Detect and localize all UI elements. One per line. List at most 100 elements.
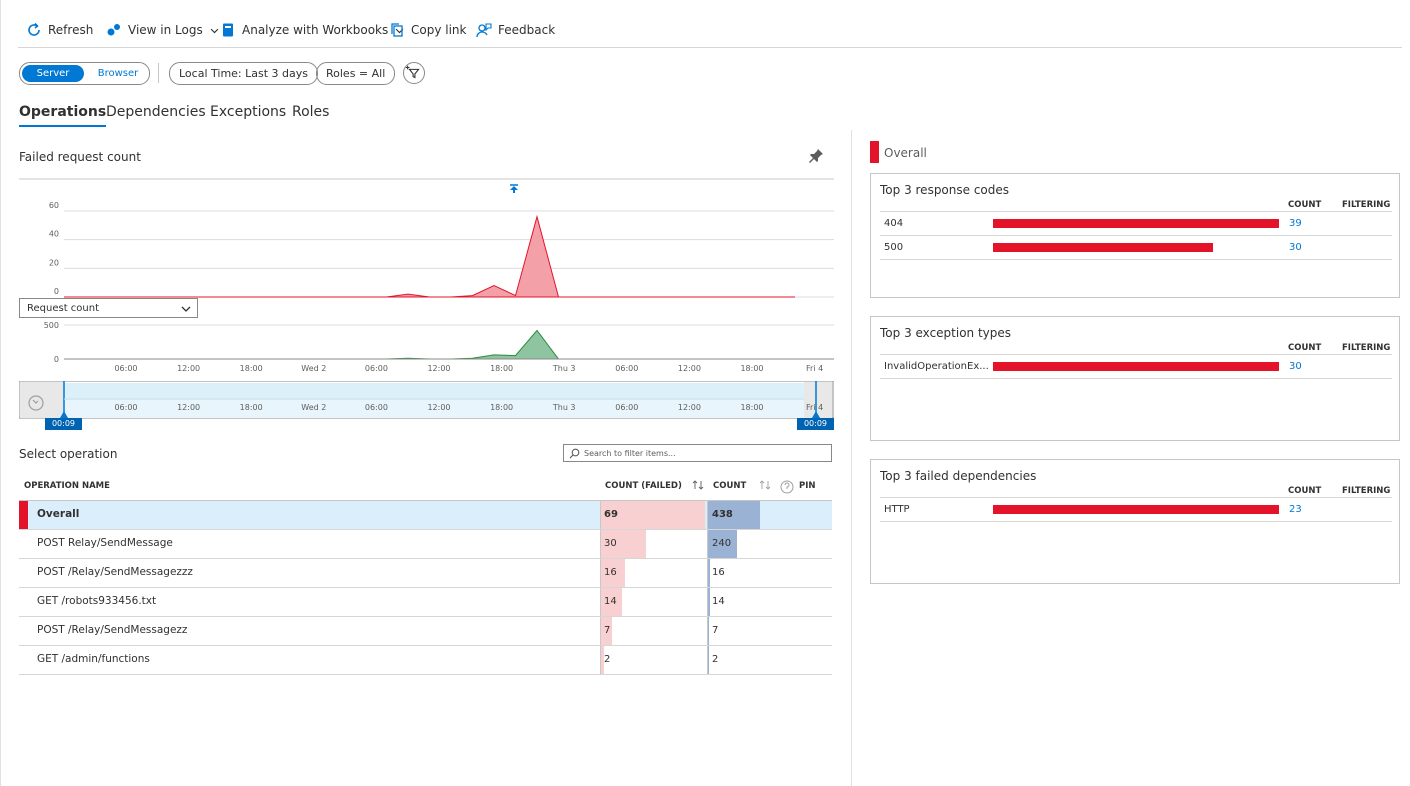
- breakdown-bar[interactable]: [993, 362, 1279, 371]
- failed-count-bar: [601, 530, 647, 558]
- row-divider: [880, 235, 1392, 236]
- x-tick-label: 18:00: [490, 364, 513, 373]
- count-value: 16: [712, 567, 725, 578]
- search-placeholder: Search to filter items...: [584, 449, 676, 458]
- y-tick-label: 0: [54, 287, 59, 296]
- workbook-icon: [223, 23, 233, 37]
- col-count-failed[interactable]: COUNT (FAILED): [605, 481, 682, 491]
- reset-zoom-icon[interactable]: [28, 395, 44, 411]
- breakdown-bar[interactable]: [993, 243, 1213, 252]
- x-tick-label: 18:00: [240, 364, 263, 373]
- table-row[interactable]: POST /Relay/SendMessagezz 7 7: [19, 617, 832, 646]
- browser-option[interactable]: Browser: [97, 68, 139, 79]
- table-row[interactable]: Overall 69 438: [19, 501, 832, 530]
- operation-name: GET /admin/functions: [37, 653, 150, 665]
- table-row[interactable]: GET /admin/functions 2 2: [19, 646, 832, 675]
- feedback-icon: [476, 23, 492, 38]
- col-filtering: FILTERING: [1342, 486, 1391, 496]
- server-browser-toggle[interactable]: Server Browser: [19, 62, 150, 85]
- x-tick-label: Wed 2: [301, 364, 326, 373]
- failed-count-value: 14: [604, 596, 617, 607]
- refresh-label: Refresh: [48, 23, 94, 37]
- failed-count-value: 69: [604, 509, 618, 520]
- breakdown-label[interactable]: 404: [884, 218, 904, 229]
- roles-filter[interactable]: Roles = All: [316, 62, 396, 85]
- breakdown-count-link[interactable]: 30: [1289, 361, 1302, 372]
- breakdown-label[interactable]: InvalidOperationEx...: [884, 361, 989, 372]
- count-bar: [708, 530, 737, 558]
- select-operation-title: Select operation: [19, 447, 118, 461]
- col-operation-name[interactable]: OPERATION NAME: [24, 481, 110, 491]
- add-filter-button[interactable]: [403, 62, 425, 84]
- copy-link-button[interactable]: Copy link: [389, 22, 466, 38]
- brush-x-tick-label: 18:00: [740, 403, 763, 412]
- tab-dependencies[interactable]: Dependencies: [106, 104, 206, 120]
- x-tick-label: 06:00: [365, 364, 388, 373]
- exception-types-card: Top 3 exception types COUNT FILTERING In…: [870, 316, 1400, 441]
- count-value: 7: [712, 625, 719, 636]
- breakdown-label[interactable]: HTTP: [884, 504, 910, 515]
- table-row[interactable]: GET /robots933456.txt 14 14: [19, 588, 832, 617]
- breakdown-count-link[interactable]: 23: [1289, 504, 1302, 515]
- failed-count-value: 7: [604, 625, 611, 636]
- failed-dependencies-card: Top 3 failed dependencies COUNT FILTERIN…: [870, 459, 1400, 584]
- count-bar: [708, 501, 760, 529]
- view-in-logs-button[interactable]: View in Logs: [106, 22, 220, 38]
- search-icon: [569, 448, 580, 459]
- breakdown-count-link[interactable]: 39: [1289, 218, 1302, 229]
- x-tick-label: 06:00: [114, 364, 137, 373]
- search-input[interactable]: Search to filter items...: [563, 444, 832, 462]
- col-filtering: FILTERING: [1342, 200, 1391, 210]
- deployment-marker-icon[interactable]: [510, 184, 518, 193]
- column-divider: [707, 588, 708, 616]
- failed-request-area: [64, 214, 795, 298]
- metric-select[interactable]: Request count: [19, 298, 198, 318]
- range-end-handle[interactable]: [812, 411, 820, 418]
- brush-x-tick-label: 12:00: [678, 403, 701, 412]
- range-start-handle[interactable]: [60, 411, 68, 418]
- count-bar: [708, 559, 710, 587]
- analyze-workbooks-button[interactable]: Analyze with Workbooks: [220, 22, 405, 38]
- brush-x-tick-label: 12:00: [427, 403, 450, 412]
- breakdown-bar[interactable]: [993, 505, 1279, 514]
- failed-count-bar: [601, 646, 604, 674]
- x-tick-label: Fri 4: [806, 364, 823, 373]
- time-range-filter[interactable]: Local Time: Last 3 days: [169, 62, 318, 85]
- table-header-divider: [19, 500, 832, 501]
- card-divider: [880, 211, 1392, 212]
- col-count[interactable]: COUNT: [713, 481, 747, 491]
- row-divider: [880, 259, 1392, 260]
- refresh-button[interactable]: Refresh: [26, 22, 93, 38]
- metric-select-value: Request count: [27, 303, 100, 314]
- tab-exceptions[interactable]: Exceptions: [210, 104, 287, 120]
- brush-x-tick-label: Wed 2: [301, 403, 326, 412]
- x-tick-label: 12:00: [427, 364, 450, 373]
- tab-operations[interactable]: Operations: [19, 104, 107, 127]
- request-count-chart[interactable]: 500 0 06:00 12:00 18:00 Wed 2 06:00 12:00 18:00…: [19, 318, 834, 380]
- pin-icon[interactable]: [807, 147, 825, 165]
- copy-link-label: Copy link: [411, 23, 467, 37]
- row-divider: [880, 378, 1392, 379]
- tab-roles[interactable]: Roles: [292, 104, 330, 120]
- info-icon: [780, 480, 794, 494]
- count-value: 14: [712, 596, 725, 607]
- brush-x-tick-label: 06:00: [114, 403, 137, 412]
- server-option[interactable]: Server: [22, 65, 84, 82]
- table-row[interactable]: POST /Relay/SendMessagezzz 16 16: [19, 559, 832, 588]
- breakdown-bar[interactable]: [993, 219, 1279, 228]
- column-divider: [600, 501, 601, 529]
- failed-count-bar: [601, 559, 626, 587]
- brush-x-tick-label: Thu 3: [552, 403, 576, 412]
- overall-legend-swatch: [870, 141, 879, 163]
- failed-count-bar: [601, 501, 705, 529]
- sort-icon[interactable]: [692, 480, 704, 490]
- copy-icon: [391, 23, 403, 37]
- time-range-brush[interactable]: 06:00 12:00 18:00 Wed 2 06:00 12:00 18:00 Thu 3…: [19, 381, 834, 431]
- brush-x-tick-label: 06:00: [365, 403, 388, 412]
- table-row[interactable]: POST Relay/SendMessage 30 240: [19, 530, 832, 559]
- sort-icon[interactable]: [759, 480, 771, 490]
- breakdown-label[interactable]: 500: [884, 242, 904, 253]
- feedback-button[interactable]: Feedback: [476, 22, 555, 38]
- breakdown-count-link[interactable]: 30: [1289, 242, 1302, 253]
- failed-request-chart[interactable]: 60 40 20 0: [19, 178, 834, 300]
